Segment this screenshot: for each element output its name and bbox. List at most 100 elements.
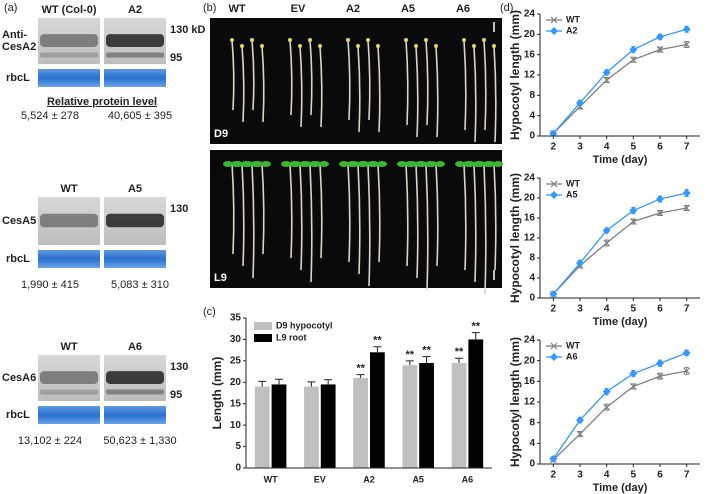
protein-level: 5,083 ± 310 [111, 279, 169, 291]
rbcl-lane [104, 406, 166, 424]
y-tick-label: 20 [524, 355, 536, 366]
x-tick-label: 7 [684, 470, 690, 481]
bar [254, 386, 270, 468]
x-axis-label: Time (day) [593, 482, 648, 494]
y-axis-label: Hypocotyl length (mm) [508, 10, 522, 140]
antibody-label: CesA6 [2, 372, 36, 384]
x-tick-label: 3 [577, 304, 583, 315]
seedling-photo [210, 150, 502, 288]
significance: ** [373, 335, 382, 347]
y-axis-label: Hypocotyl length (mm) [508, 173, 522, 303]
error-bar [422, 356, 431, 363]
seedling-photo [210, 18, 502, 144]
size-marker: 95 [170, 52, 182, 64]
legend-label: L9 root [276, 332, 307, 342]
cotyledon [435, 161, 445, 167]
y-tick-label: 12 [524, 397, 536, 408]
cotyledon [243, 161, 253, 167]
seedling [415, 163, 419, 279]
x-tick-label: 3 [577, 142, 583, 153]
protein-band [40, 52, 98, 58]
x-axis-label: Time (day) [593, 316, 648, 328]
data-line [552, 28, 687, 134]
seedling [231, 163, 235, 255]
x-axis-label: Time (day) [593, 154, 648, 166]
cotyledon [359, 161, 369, 167]
bar [451, 363, 467, 468]
rbcl-lane [104, 250, 166, 268]
seedling-tip [298, 44, 302, 48]
line-label: A6 [456, 3, 470, 15]
cotyledon [291, 161, 301, 167]
protein-band [106, 371, 164, 384]
bar [419, 363, 434, 468]
x-tick-label: 7 [684, 304, 690, 315]
cotyledon [377, 161, 387, 167]
x-tick-label: 2 [551, 304, 557, 315]
error-bar [455, 357, 464, 363]
protein-level: 40,605 ± 395 [108, 110, 172, 122]
cotyledon [311, 161, 321, 167]
condition-label: D9 [214, 128, 228, 140]
caption: Relative protein level [47, 96, 157, 108]
legend-label: D9 hypocotyl [276, 320, 333, 330]
lane-label: WT (Col-0) [42, 4, 97, 16]
axes [245, 318, 492, 469]
seedling [261, 45, 265, 123]
y-tick-label: 16 [524, 213, 536, 224]
seedling [309, 163, 313, 283]
legend-marker [550, 342, 558, 350]
cotyledon [493, 161, 503, 167]
y-tick-label: 12 [524, 233, 536, 244]
protein-band [106, 52, 164, 58]
seedling [319, 163, 323, 259]
loading-label: rbcL [6, 253, 30, 265]
seedling [493, 45, 497, 143]
seedling-tip [424, 38, 428, 42]
seedling [231, 39, 235, 111]
data-point [576, 430, 584, 438]
bar [353, 378, 368, 468]
protein-band [106, 389, 164, 395]
cotyledon [319, 161, 329, 167]
seedling [425, 39, 429, 126]
data-point [603, 76, 611, 84]
seedling [405, 163, 409, 267]
y-tick-label: 25 [230, 355, 242, 366]
y-tick-label: 4 [529, 273, 535, 284]
bar [370, 352, 385, 468]
cotyledon [223, 161, 233, 167]
data-point [683, 41, 691, 48]
data-point [682, 189, 691, 197]
data-point [682, 348, 691, 357]
y-tick-label: 24 [524, 335, 536, 346]
lane-label: A6 [128, 341, 142, 353]
seedling [347, 163, 351, 263]
bar [320, 384, 336, 468]
y-tick-label: 20 [524, 29, 536, 40]
seedling [463, 163, 467, 271]
error-bar [258, 380, 267, 387]
seedling-tip [288, 38, 292, 42]
data-point [656, 359, 664, 368]
x-tick-label: 3 [577, 470, 583, 481]
axes [539, 340, 700, 465]
legend-label: A2 [566, 25, 578, 35]
x-tick-label: WT [264, 474, 278, 484]
significance: ** [455, 346, 464, 358]
size-marker: 130 kD [170, 24, 206, 36]
data-line [552, 207, 687, 295]
seedling-tip [356, 44, 360, 48]
data-point [656, 372, 664, 380]
cotyledon [281, 161, 291, 167]
lane-label: A5 [128, 183, 142, 195]
legend-label: A5 [566, 189, 578, 199]
data-point [656, 32, 664, 41]
cotyledon [349, 161, 359, 167]
seedling-tip [376, 44, 380, 48]
significance: ** [356, 362, 365, 374]
panel-label: (b) [203, 2, 216, 14]
seedling [241, 45, 245, 123]
data-point [656, 195, 664, 203]
protein-level: 13,102 ± 224 [18, 435, 82, 447]
